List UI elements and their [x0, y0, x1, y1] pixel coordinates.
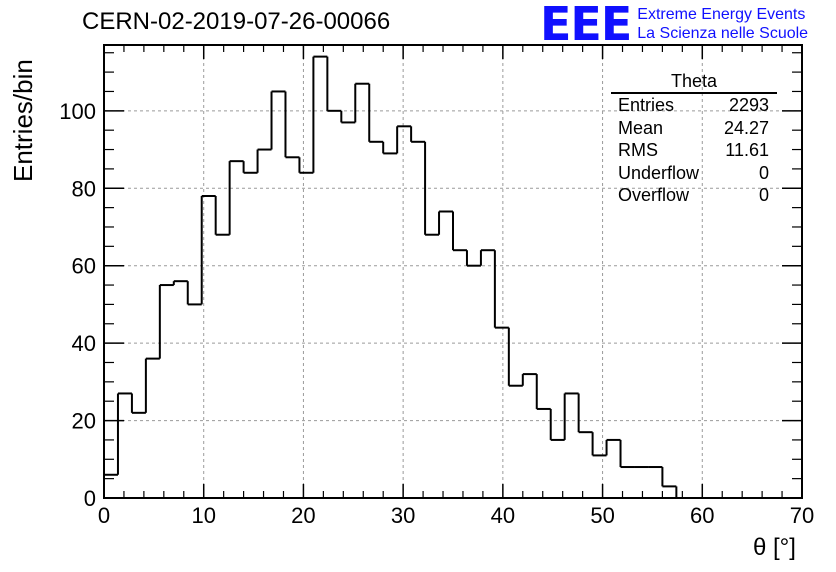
eee-logo: EEE Extreme Energy Events La Scienza nel… [540, 0, 808, 51]
y-tick-label: 40 [72, 331, 96, 356]
y-tick-label: 60 [72, 254, 96, 279]
chart-title: CERN-02-2019-07-26-00066 [82, 8, 391, 35]
y-tick-label: 100 [59, 99, 96, 124]
tick-labels: 0 10 20 30 40 50 60 70 0 20 40 60 80 100 [59, 99, 814, 528]
y-tick-label: 20 [72, 409, 96, 434]
x-tick-label: 40 [491, 503, 515, 528]
stats-row-mean: Mean 24.27 [611, 117, 777, 140]
logo-text: Extreme Energy Events La Scienza nelle S… [637, 5, 808, 43]
x-tick-label: 20 [291, 503, 315, 528]
stats-label: Entries [618, 95, 675, 115]
stats-row-underflow: Underflow 0 [611, 162, 777, 185]
x-tick-label: 0 [98, 503, 110, 528]
stats-box: Theta Entries 2293 Mean 24.27 RMS 11.61 Und… [611, 70, 777, 207]
x-tick-label: 30 [391, 503, 415, 528]
stats-row-entries: Entries 2293 [611, 94, 777, 117]
stats-row-overflow: Overflow 0 [611, 184, 777, 207]
axis-ticks [103, 45, 803, 499]
plot-frame [103, 44, 803, 499]
stats-value: 0 [758, 162, 769, 183]
y-tick-label: 0 [84, 486, 96, 511]
stats-value: 0 [758, 185, 769, 205]
x-tick-label: 50 [590, 503, 614, 528]
stats-label: Overflow [618, 185, 690, 205]
stats-label: Mean [618, 117, 664, 138]
stats-value: 2293 [728, 95, 769, 115]
x-tick-label: 10 [191, 503, 215, 528]
x-tick-label: 70 [790, 503, 814, 528]
stats-label: RMS [618, 140, 658, 160]
x-tick-label: 60 [690, 503, 714, 528]
stats-title: Theta [611, 70, 777, 94]
stats-label: Underflow [618, 162, 700, 183]
x-axis-label: θ [°] [753, 534, 796, 561]
logo-line-1: Extreme Energy Events [637, 6, 806, 23]
stats-value: 11.61 [725, 140, 769, 160]
y-axis-label: Entries/bin [8, 59, 38, 182]
logo-line-2: La Scienza nelle Scuole [637, 25, 809, 42]
histogram-bars [103, 55, 802, 499]
y-tick-label: 80 [72, 176, 96, 201]
logo-mark: EEE [540, 0, 632, 51]
stats-row-rms: RMS 11.61 [611, 139, 777, 162]
grid-lines [104, 45, 802, 498]
stats-value: 24.27 [723, 117, 769, 138]
